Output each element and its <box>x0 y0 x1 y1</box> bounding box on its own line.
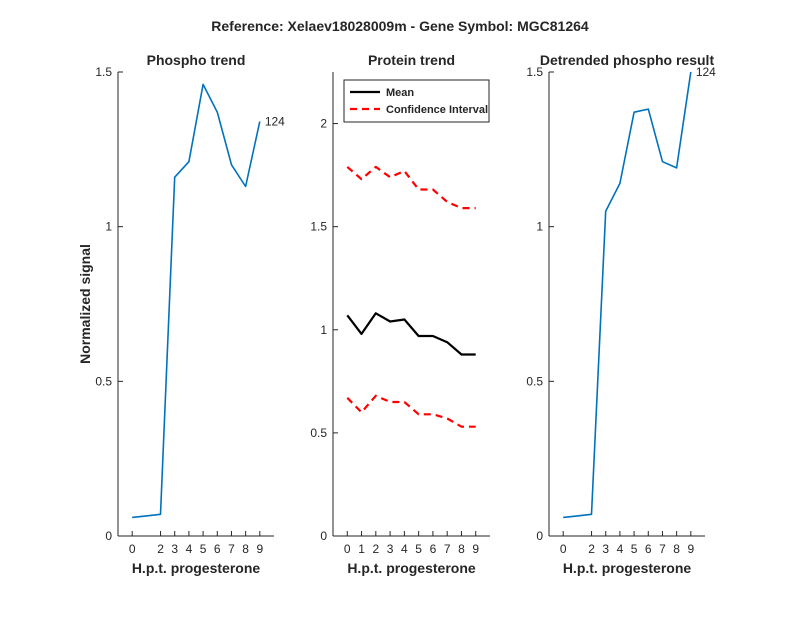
panel-title: Phospho trend <box>147 52 246 68</box>
x-tick-label: 6 <box>214 542 221 556</box>
point-annotation: 124 <box>265 114 285 128</box>
y-tick-label: 0 <box>320 529 327 543</box>
x-tick-label: 0 <box>344 542 351 556</box>
legend-label: Confidence Interval <box>386 104 488 116</box>
x-tick-label: 5 <box>200 542 207 556</box>
y-tick-label: 1 <box>320 323 327 337</box>
panel-title: Detrended phospho result <box>540 52 715 68</box>
y-tick-label: 0.5 <box>310 426 327 440</box>
x-tick-label: 5 <box>415 542 422 556</box>
x-tick-label: 9 <box>472 542 479 556</box>
series-line-confidence-interval <box>346 165 476 210</box>
y-tick-label: 2 <box>320 117 327 131</box>
legend: Mean Confidence Interval <box>343 79 490 123</box>
y-tick-label: 1 <box>536 220 543 234</box>
legend-label: Mean <box>386 87 414 99</box>
x-tick-label: 3 <box>171 542 178 556</box>
x-axis-label: H.p.t. progesterone <box>347 560 476 576</box>
x-tick-label: 8 <box>458 542 465 556</box>
x-tick-label: 2 <box>372 542 379 556</box>
y-tick-label: 1.5 <box>310 220 327 234</box>
x-tick-label: 3 <box>387 542 394 556</box>
y-tick-label: 0 <box>536 529 543 543</box>
series-line-signal <box>563 71 692 519</box>
x-tick-label: 1 <box>358 542 365 556</box>
x-tick-label: 6 <box>430 542 437 556</box>
x-tick-label: 4 <box>401 542 408 556</box>
series-line-mean <box>346 312 476 356</box>
y-tick-label: 0 <box>105 529 112 543</box>
x-tick-label: 4 <box>617 542 624 556</box>
x-tick-label: 9 <box>687 542 694 556</box>
x-tick-label: 7 <box>659 542 666 556</box>
y-tick-label: 1.5 <box>526 65 543 79</box>
x-tick-label: 7 <box>228 542 235 556</box>
y-tick-label: 1.5 <box>95 65 112 79</box>
x-axis-label: H.p.t. progesterone <box>132 560 261 576</box>
x-tick-label: 8 <box>673 542 680 556</box>
y-tick-label: 1 <box>105 220 112 234</box>
legend-box <box>343 79 490 123</box>
x-tick-label: 2 <box>157 542 164 556</box>
x-tick-label: 6 <box>645 542 652 556</box>
x-tick-label: 7 <box>444 542 451 556</box>
x-tick-label: 4 <box>186 542 193 556</box>
figure-title: Reference: Xelaev18028009m - Gene Symbol… <box>211 18 589 34</box>
x-tick-label: 2 <box>588 542 595 556</box>
y-tick-label: 0.5 <box>526 374 543 388</box>
panel-detrended-phospho-result: 0 0.5 1 1.5 0 2 3 4 5 6 7 8 9 Detrended phospho resul… <box>526 52 716 576</box>
x-tick-label: 5 <box>631 542 638 556</box>
y-tick-label: 0.5 <box>95 374 112 388</box>
y-axis-label: Normalized signal <box>77 244 93 364</box>
panel-title: Protein trend <box>368 52 455 68</box>
panel-phospho-trend: 0 0.5 1 1.5 0 2 3 4 5 6 7 8 9 Phospho trend H.p.t. pro… <box>77 52 285 576</box>
point-annotation: 124 <box>696 65 716 79</box>
series-line-confidence-interval-lower <box>346 394 476 428</box>
x-tick-label: 0 <box>560 542 567 556</box>
x-tick-label: 0 <box>129 542 136 556</box>
x-tick-label: 3 <box>602 542 609 556</box>
x-tick-label: 9 <box>256 542 263 556</box>
x-tick-label: 8 <box>242 542 249 556</box>
series-line-signal <box>132 83 261 519</box>
x-axis-label: H.p.t. progesterone <box>563 560 692 576</box>
